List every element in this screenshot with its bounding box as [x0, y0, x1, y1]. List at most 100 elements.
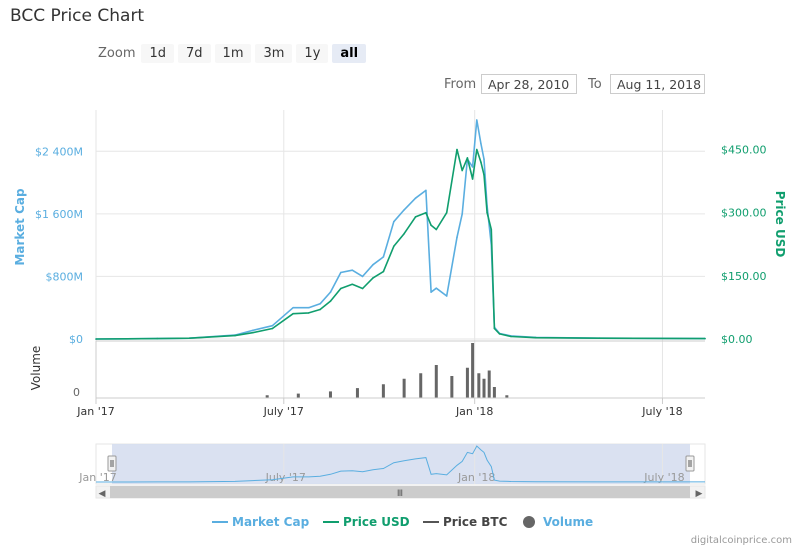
date-range-selector: From Apr 28, 2010 To Aug 11, 2018 [0, 74, 800, 96]
point-price-usd-30 [490, 228, 493, 231]
horizontal-gridlines [96, 150, 705, 340]
point-market-cap-8 [319, 303, 321, 305]
navigator-scrollbar-thumb[interactable] [110, 486, 690, 498]
navigator: Jan '17 July '17 Jan '18 July '18 ◀ ▶ Ⅲ [78, 443, 706, 499]
y-axis-left-ticks: $0 $800M $1 600M $2 400M [35, 145, 83, 346]
volume-bar-0 [265, 395, 269, 398]
point-price-usd-15 [393, 245, 395, 248]
point-price-usd-0 [95, 338, 97, 340]
legend-label-market-cap: Market Cap [232, 515, 310, 529]
point-market-cap-10 [340, 271, 342, 274]
point-price-usd-35 [598, 337, 600, 340]
volume-axis-title: Volume [29, 346, 43, 391]
volume-tick-0: 0 [73, 386, 80, 399]
y-left-tick-1: $800M [46, 270, 84, 283]
point-price-usd-12 [361, 287, 364, 290]
point-price-usd-11 [351, 283, 354, 286]
point-price-usd-13 [372, 277, 374, 279]
volume-bar-11 [477, 373, 481, 398]
point-market-cap-4 [251, 329, 254, 332]
zoom-7d-button[interactable]: 7d [178, 43, 211, 63]
y-left-tick-3: $2 400M [35, 145, 83, 158]
navigator-selected-window[interactable] [112, 444, 690, 484]
point-market-cap-6 [292, 306, 294, 309]
point-price-usd-20 [435, 228, 438, 231]
zoom-1m-button[interactable]: 1m [214, 43, 252, 63]
point-market-cap-13 [372, 263, 374, 266]
point-price-usd-3 [234, 334, 236, 337]
nav-tick-label-0: Jan '17 [78, 471, 116, 484]
point-market-cap-23 [461, 213, 464, 215]
legend-label-price-btc: Price BTC [443, 515, 508, 529]
x-tick-label-2: Jan '18 [455, 405, 493, 418]
point-price-usd-36 [704, 337, 706, 340]
point-price-usd-27 [480, 161, 482, 163]
y-right-tick-2: $300.00 [721, 207, 767, 220]
y-axis-right-ticks: $0.00 $150.00 $300.00 $450.00 [721, 143, 767, 346]
volume-bar-9 [465, 367, 469, 398]
volume-bar-5 [402, 378, 406, 398]
navigator-series-line [95, 445, 705, 483]
zoom-all-button[interactable]: all [332, 43, 367, 63]
point-price-usd-10 [340, 287, 342, 290]
point-price-usd-1 [156, 337, 158, 340]
legend-label-volume: Volume [543, 515, 593, 529]
y-left-tick-2: $1 600M [35, 208, 83, 221]
scrollbar-grip-icon[interactable]: Ⅲ [397, 489, 403, 499]
zoom-1y-button[interactable]: 1y [296, 43, 329, 63]
to-date-input[interactable]: Aug 11, 2018 [610, 74, 705, 94]
zoom-label: Zoom [98, 45, 136, 61]
legend-item-market-cap[interactable]: Market Cap [212, 515, 310, 529]
point-price-usd-28 [483, 174, 485, 176]
point-price-usd-8 [319, 308, 321, 311]
point-market-cap-17 [414, 197, 417, 199]
volume-bar-6 [419, 373, 423, 398]
to-label: To [588, 77, 602, 92]
x-tick-label-0: Jan '17 [76, 405, 114, 418]
y-right-tick-0: $0.00 [721, 333, 753, 346]
legend-item-volume[interactable]: Volume [523, 515, 593, 529]
point-price-usd-22 [456, 148, 458, 151]
point-market-cap-20 [435, 287, 438, 290]
point-price-usd-31 [493, 327, 496, 330]
point-price-usd-14 [382, 270, 385, 273]
point-market-cap-11 [351, 269, 354, 272]
navigator-right-handle[interactable] [685, 455, 695, 472]
x-tick-label-1: July '17 [263, 405, 304, 418]
volume-bar-8 [450, 376, 454, 398]
point-price-usd-26 [476, 148, 478, 151]
from-date-input[interactable]: Apr 28, 2010 [481, 74, 577, 94]
y-axis-right-title: Price USD [773, 191, 787, 258]
point-price-usd-19 [430, 224, 432, 227]
zoom-1d-button[interactable]: 1d [141, 43, 175, 63]
point-price-usd-7 [307, 312, 310, 314]
point-price-usd-5 [271, 327, 274, 330]
nav-tick-label-3: July '18 [643, 471, 684, 484]
point-market-cap-25 [471, 166, 474, 168]
volume-bar-4 [381, 384, 385, 398]
legend-item-price-usd[interactable]: Price USD [323, 515, 410, 529]
point-price-usd-4 [251, 331, 254, 334]
from-label: From [444, 77, 477, 92]
volume-bar-10 [471, 343, 475, 398]
scroll-left-arrow-icon[interactable]: ◀ [99, 489, 106, 499]
navigator-left-handle[interactable] [107, 455, 117, 472]
point-price-usd-29 [486, 211, 488, 214]
y-right-tick-1: $150.00 [721, 270, 767, 283]
point-market-cap-16 [403, 209, 405, 211]
volume-series [265, 343, 509, 398]
point-price-usd-33 [510, 335, 512, 338]
zoom-3m-button[interactable]: 3m [255, 43, 293, 63]
legend-item-price-btc[interactable]: Price BTC [423, 515, 508, 529]
point-price-usd-16 [403, 232, 405, 235]
point-market-cap-26 [476, 119, 478, 121]
vertical-gridlines [95, 110, 663, 398]
legend-label-price-usd: Price USD [343, 515, 410, 529]
series-line-price-usd [95, 148, 706, 340]
zoom-controls: Zoom 1d 7d 1m 3m 1y all [98, 42, 370, 64]
point-market-cap-15 [393, 220, 395, 223]
scroll-right-arrow-icon[interactable]: ▶ [696, 489, 703, 499]
point-market-cap-9 [329, 291, 332, 293]
volume-bar-15 [505, 395, 509, 398]
